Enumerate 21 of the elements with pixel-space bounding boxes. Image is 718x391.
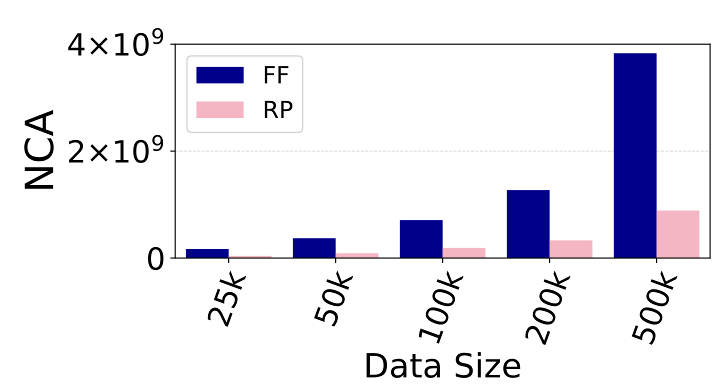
x-axis-title: Data Size bbox=[366, 352, 520, 378]
y-axis-title: NCA bbox=[24, 110, 54, 189]
bar bbox=[550, 240, 592, 258]
y-tick-label: 2×10$^{9}$ bbox=[69, 134, 164, 163]
x-tick-label: 50k bbox=[312, 268, 354, 327]
bar bbox=[400, 220, 443, 258]
x-tick-label: 100k bbox=[416, 268, 464, 344]
y-tick-label: 0 bbox=[148, 246, 164, 270]
y-tick-label: 4×10$^{9}$ bbox=[68, 28, 164, 56]
legend-label: RP bbox=[264, 100, 292, 118]
bar bbox=[186, 248, 229, 258]
bar bbox=[614, 53, 657, 258]
bar bbox=[336, 253, 378, 258]
bar bbox=[656, 210, 700, 258]
bar bbox=[442, 248, 486, 258]
legend-label: FF bbox=[264, 66, 288, 84]
bar bbox=[292, 238, 336, 258]
bar bbox=[506, 190, 550, 258]
x-tick-label: 200k bbox=[524, 268, 571, 346]
x-tick-label: 25k bbox=[206, 268, 247, 327]
x-tick-label: 500k bbox=[630, 268, 678, 346]
